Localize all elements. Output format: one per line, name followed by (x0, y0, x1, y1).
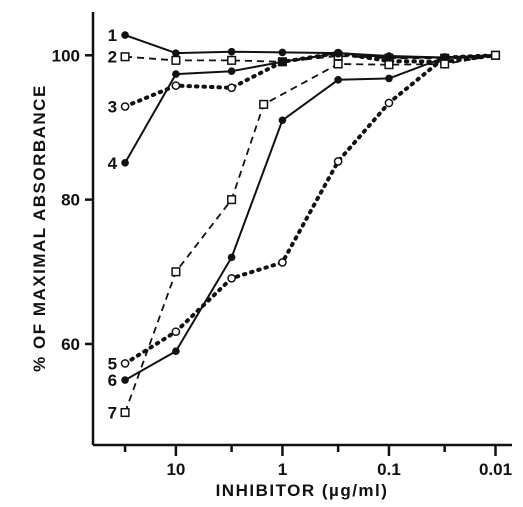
series-6-line (124, 54, 496, 381)
series-markers (120, 31, 501, 418)
series-4-point (334, 49, 342, 57)
series-5-point (171, 327, 181, 337)
series-4-point (121, 159, 129, 167)
series-labels: 1 2 3 4 56 7 (108, 26, 118, 422)
series-4-point (172, 70, 180, 78)
series-5-point (227, 273, 236, 283)
y-tick-label: 60 (61, 335, 80, 354)
series-5-point (278, 258, 287, 267)
series-2-label: 2 (108, 48, 117, 67)
series-6-point (385, 74, 393, 83)
series-5-point (120, 359, 130, 368)
series-6-point (227, 253, 236, 262)
series-7-point (440, 59, 450, 69)
series-4-line (124, 52, 496, 164)
series-1-line (124, 34, 496, 59)
series-1-point (172, 49, 180, 57)
series-4-point (227, 67, 236, 75)
series-7-point (259, 99, 269, 109)
x-tick-label: 1 (278, 460, 287, 479)
series-5-line (123, 53, 498, 366)
series-7-point (490, 50, 501, 60)
y-tick-label: 100 (52, 46, 80, 65)
series-lines (123, 34, 498, 413)
series-2-point (120, 52, 130, 62)
series-1-point (278, 48, 287, 57)
series-6-point (121, 376, 129, 384)
series-2-point (227, 55, 237, 65)
series-7-point (120, 407, 130, 418)
series-7-point (384, 60, 394, 70)
series-7-point (227, 195, 237, 205)
series-7-label: 7 (108, 404, 117, 423)
x-tick-label: 0.01 (479, 460, 512, 479)
series-3-point (120, 102, 130, 111)
x-axis-title: INHIBITOR (µg/ml) (216, 481, 389, 500)
series-3-point (227, 83, 236, 93)
series-5-label: 5 (108, 354, 117, 373)
series-1-point (227, 47, 236, 56)
series-6-point (440, 53, 449, 62)
series-4-point (385, 53, 393, 62)
series-3-label: 3 (108, 98, 117, 117)
y-ticks: 60 80 100 (52, 46, 93, 354)
series-7-line (124, 54, 496, 413)
series-7-point (171, 267, 181, 277)
y-tick-label: 80 (61, 191, 80, 210)
series-4-point (278, 57, 287, 66)
x-tick-label: 10 (166, 460, 185, 479)
series-5-point (333, 157, 343, 166)
series-3-point (171, 81, 181, 90)
x-ticks: 10 1 0.1 0.01 (123, 445, 512, 479)
series-6-point (278, 116, 287, 125)
series-6-point (334, 76, 342, 84)
series-4-label: 4 (108, 154, 118, 173)
axes (91, 12, 512, 447)
y-axis-title: % OF MAXIMAL ABSORBANCE (30, 84, 49, 372)
series-6-point (172, 347, 180, 355)
series-1-point (121, 31, 129, 39)
series-1-label: 1 (108, 26, 117, 45)
series-6-label: 6 (108, 371, 117, 390)
series-2-point (171, 55, 181, 65)
series-7-point (333, 59, 343, 69)
series-5-point (384, 98, 394, 108)
x-tick-label: 0.1 (377, 460, 401, 479)
